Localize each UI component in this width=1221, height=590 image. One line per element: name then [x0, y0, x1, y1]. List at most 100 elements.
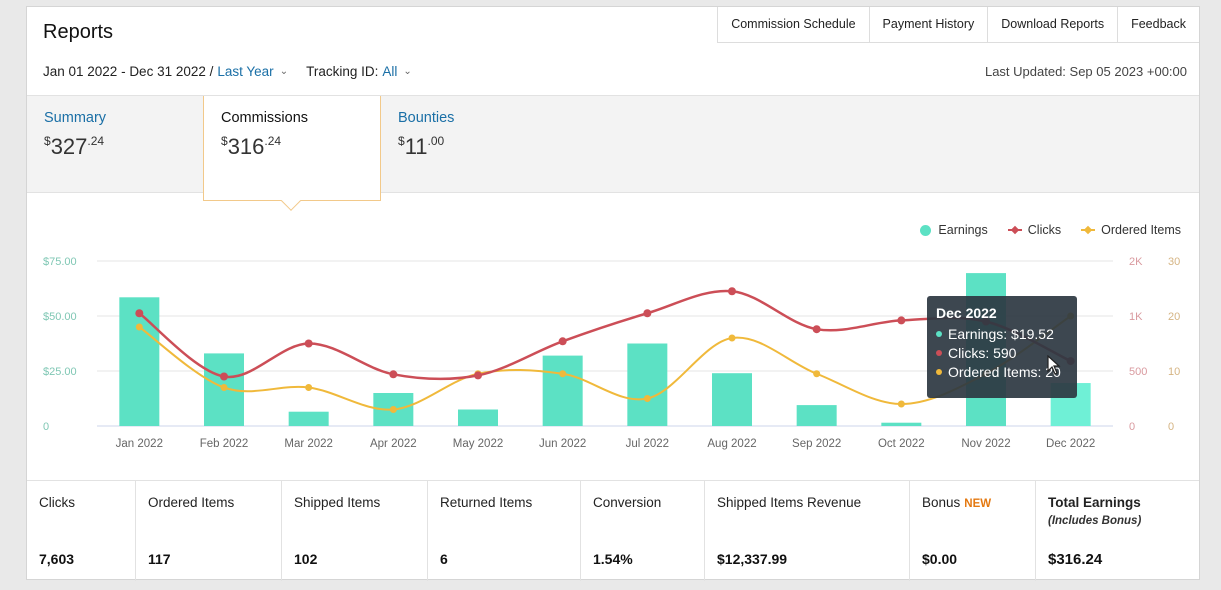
- earnings-chart: Earnings Clicks Ordered Items 0 0 0 $25.00 5…: [27, 207, 1199, 479]
- earnings-bar: [627, 343, 668, 426]
- y-right2-tick-label: 20: [1168, 311, 1180, 323]
- chart-tooltip: Dec 2022 Earnings: $19.52 Clicks: 590 Or…: [927, 296, 1077, 398]
- ordered-items-point: [220, 384, 228, 391]
- feedback-button[interactable]: Feedback: [1131, 17, 1186, 31]
- legend-earnings[interactable]: Earnings: [920, 223, 988, 237]
- tab-amount: $316.24: [221, 134, 282, 159]
- ordered-items-point: [643, 395, 651, 402]
- circle-icon: [936, 369, 942, 375]
- y-right1-tick-label: 500: [1129, 366, 1147, 378]
- top-nav: Commission Schedule Payment History Down…: [717, 7, 1199, 43]
- chevron-down-icon[interactable]: ⌄: [279, 66, 289, 77]
- tab-label: Summary: [44, 110, 107, 126]
- ordered-items-point: [135, 323, 143, 331]
- clicks-point: [558, 337, 567, 346]
- x-tick-label: Sep 2022: [792, 438, 841, 450]
- ordered-items-point: [813, 370, 821, 378]
- x-tick-label: Jul 2022: [626, 438, 669, 450]
- earnings-bar: [542, 355, 583, 426]
- tooltip-title: Dec 2022: [936, 305, 997, 321]
- tab-amount: $11.00: [398, 134, 445, 159]
- tooltip-ordered: Ordered Items: 20: [948, 364, 1061, 380]
- download-reports-button[interactable]: Download Reports: [988, 7, 1119, 42]
- y-right2-tick-label: 10: [1168, 366, 1180, 378]
- x-tick-label: Feb 2022: [200, 438, 249, 450]
- stat-shipped-revenue: Shipped Items Revenue $12,337.99: [705, 481, 910, 581]
- stat-ordered-items: Ordered Items 117: [136, 481, 282, 581]
- tab-summary[interactable]: Summary $327.24: [27, 96, 123, 194]
- x-tick-label: Aug 2022: [707, 438, 756, 450]
- earnings-bar: [119, 297, 160, 426]
- ordered-items-point: [728, 334, 736, 342]
- clicks-point: [897, 316, 906, 325]
- stat-clicks: Clicks 7,603: [27, 481, 136, 581]
- tracking-id-label: Tracking ID:: [306, 64, 379, 79]
- tooltip-earnings: Earnings: $19.52: [948, 326, 1054, 342]
- y-left-tick-label: $25.00: [43, 366, 77, 378]
- chevron-down-icon[interactable]: ⌄: [403, 66, 412, 77]
- x-tick-label: Nov 2022: [961, 438, 1010, 450]
- clicks-point: [304, 339, 313, 348]
- stat-bonus: Bonus NEW $0.00: [910, 481, 1036, 581]
- y-right2-tick-label: 30: [1168, 256, 1180, 268]
- y-right1-tick-label: 0: [1129, 421, 1135, 433]
- tab-bounties[interactable]: Bounties $11.00: [381, 96, 471, 194]
- y-left-tick-label: 0: [43, 421, 49, 433]
- clicks-point: [643, 309, 652, 318]
- tab-label: Bounties: [398, 110, 455, 126]
- tab-amount: $327.24: [44, 134, 105, 159]
- ordered-items-point: [305, 384, 313, 391]
- ordered-items-point: [559, 370, 567, 378]
- y-right2-tick-label: 0: [1168, 421, 1174, 433]
- period-dropdown[interactable]: Last Year: [217, 64, 274, 79]
- x-tick-label: Jun 2022: [539, 438, 586, 450]
- stat-shipped-items: Shipped Items 102: [282, 481, 428, 581]
- y-left-tick-label: $50.00: [43, 311, 77, 323]
- x-tick-label: Oct 2022: [878, 438, 925, 450]
- legend-clicks[interactable]: Clicks: [1007, 223, 1061, 237]
- clicks-point: [135, 309, 144, 318]
- tab-label: Commissions: [221, 110, 309, 126]
- circle-icon: [936, 350, 942, 356]
- mouse-cursor-icon: [1047, 355, 1061, 375]
- last-updated: Last Updated: Sep 05 2023 +00:00: [984, 64, 1187, 79]
- ordered-items-point: [897, 400, 905, 408]
- ordered-items-point: [389, 406, 397, 413]
- stats-row: Clicks 7,603 Ordered Items 117 Shipped I…: [27, 480, 1199, 581]
- x-tick-label: Dec 2022: [1046, 438, 1095, 450]
- ordered-items-line: [138, 315, 1072, 411]
- clicks-point: [389, 370, 398, 379]
- payment-history-button[interactable]: Payment History: [870, 7, 989, 42]
- earnings-bar: [881, 422, 922, 426]
- stat-returned-items: Returned Items 6: [428, 481, 581, 581]
- tooltip-clicks: Clicks: 590: [948, 345, 1017, 361]
- diamond-line-icon: [1081, 225, 1096, 235]
- legend-ordered-items[interactable]: Ordered Items: [1081, 223, 1181, 237]
- y-right1-tick-label: 1K: [1129, 311, 1143, 323]
- clicks-point: [812, 325, 821, 334]
- tab-commissions[interactable]: Commissions $316.24: [203, 96, 381, 211]
- tracking-id-dropdown[interactable]: All: [382, 64, 398, 79]
- clicks-point: [220, 372, 228, 381]
- x-tick-label: Mar 2022: [284, 438, 333, 450]
- chart-legend: Earnings Clicks Ordered Items: [900, 223, 1181, 237]
- reports-panel: Reports Commission Schedule Payment Hist…: [26, 6, 1200, 581]
- x-tick-label: Apr 2022: [370, 438, 417, 450]
- clicks-line: [138, 289, 1072, 381]
- date-range: Jan 01 2022 - Dec 31 2022 /: [43, 64, 214, 79]
- page-title: Reports: [43, 21, 114, 43]
- summary-tabs: Summary $327.24 Commissions $316.24 Boun…: [27, 95, 1199, 211]
- commission-schedule-button[interactable]: Commission Schedule: [718, 7, 870, 42]
- stat-conversion: Conversion 1.54%: [581, 481, 705, 581]
- earnings-bar: [458, 409, 498, 426]
- clicks-point: [474, 371, 482, 380]
- clicks-point: [728, 287, 736, 296]
- x-tick-label: May 2022: [453, 438, 504, 450]
- earnings-bar: [288, 411, 329, 426]
- x-tick-label: Jan 2022: [116, 438, 163, 450]
- new-badge: NEW: [964, 498, 992, 510]
- diamond-line-icon: [1007, 225, 1022, 235]
- circle-icon: [936, 331, 942, 337]
- circle-icon: [920, 224, 932, 236]
- y-left-tick-label: $75.00: [43, 256, 77, 268]
